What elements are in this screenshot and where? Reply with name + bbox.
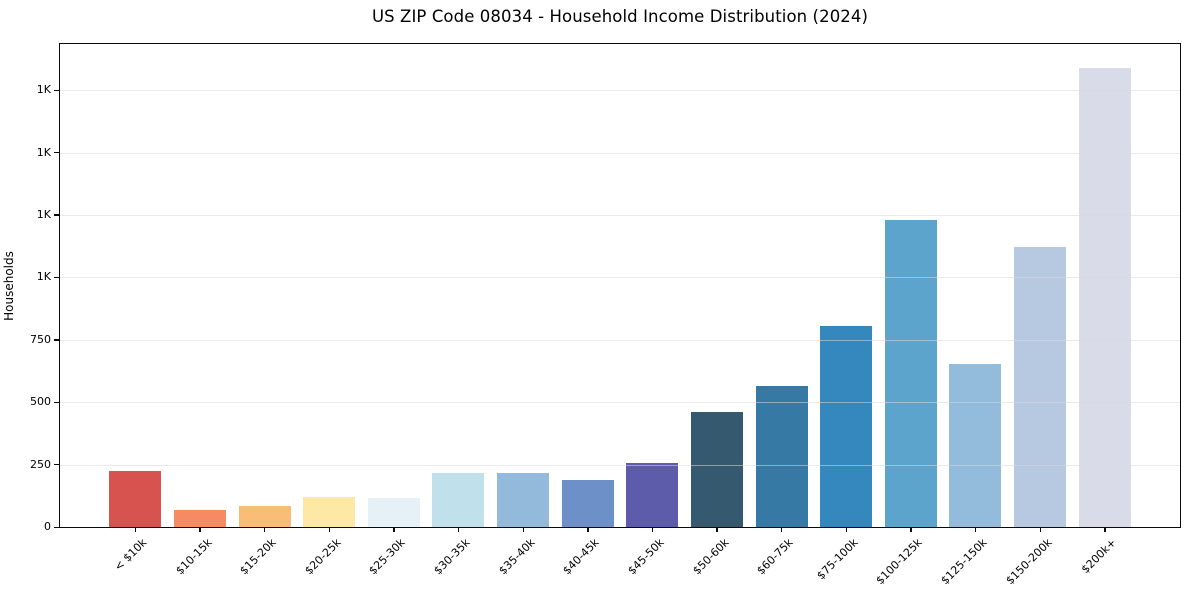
- x-tick-label: $35-40k: [495, 536, 538, 578]
- x-tick-mark: [199, 527, 201, 532]
- x-tick-label: $60-75k: [754, 536, 796, 578]
- x-tick-label: $30-35k: [431, 536, 473, 578]
- bar-13: [884, 219, 937, 527]
- x-tick-label: $10-15k: [172, 536, 215, 578]
- y-tick-label: 250: [30, 457, 51, 471]
- bar-6: [432, 473, 485, 527]
- x-tick-mark: [264, 527, 266, 532]
- y-tick-label: 1K: [36, 83, 51, 97]
- bar-15: [1014, 247, 1067, 527]
- x-tick-mark: [974, 527, 977, 532]
- y-tick-label: 500: [30, 395, 51, 409]
- x-tick-label: $100-125k: [873, 536, 926, 588]
- y-tick-label: 750: [30, 332, 51, 346]
- x-tick-mark: [651, 527, 654, 532]
- y-tick-mark: [54, 214, 59, 216]
- gridline-1250: [60, 214, 1180, 216]
- x-tick-label: $125-150k: [938, 536, 990, 588]
- y-tick-label: 1K: [36, 207, 51, 221]
- y-axis-label: Households: [2, 251, 16, 321]
- x-tick-label: $200k+: [1078, 536, 1119, 577]
- x-tick-mark: [781, 527, 783, 532]
- x-tick-label: $150-200k: [1003, 536, 1055, 588]
- gridline-1000: [60, 277, 1180, 279]
- x-tick-mark: [716, 527, 718, 532]
- x-tick-mark: [845, 527, 848, 532]
- x-tick-mark: [393, 527, 395, 532]
- x-tick-label: $75-100k: [814, 536, 861, 583]
- bar-4: [303, 497, 356, 527]
- bar-10: [690, 412, 743, 527]
- gridline-1750: [60, 90, 1180, 92]
- gridline-500: [60, 402, 1180, 404]
- x-tick-label: $50-60k: [689, 536, 732, 578]
- y-tick-mark: [54, 526, 59, 528]
- plot-area: [60, 44, 1180, 527]
- chart-title: US ZIP Code 08034 - Household Income Dis…: [371, 7, 869, 26]
- x-tick-mark: [134, 527, 137, 532]
- x-tick-mark: [1104, 527, 1106, 532]
- bar-8: [561, 479, 614, 527]
- x-tick-mark: [1039, 527, 1041, 532]
- y-tick-mark: [54, 339, 59, 341]
- y-tick-mark: [54, 464, 59, 466]
- bar-11: [755, 385, 808, 527]
- y-tick-mark: [54, 152, 59, 154]
- gridline-750: [60, 339, 1180, 341]
- x-tick-label: $25-30k: [366, 536, 409, 578]
- y-tick-label: 1K: [36, 145, 51, 159]
- y-tick-mark: [54, 276, 59, 279]
- bar-2: [173, 510, 226, 527]
- x-tick-label: < $10k: [111, 536, 150, 574]
- x-tick-label: $45-50k: [625, 536, 667, 578]
- bar-9: [626, 463, 679, 527]
- x-tick-mark: [522, 527, 524, 532]
- bar-5: [367, 498, 420, 527]
- gridline-250: [60, 464, 1180, 466]
- x-tick-label: $20-25k: [302, 536, 344, 578]
- y-tick-mark: [54, 89, 59, 92]
- y-tick-label: 0: [44, 520, 51, 533]
- x-tick-label: $15-20k: [237, 536, 279, 578]
- bar-7: [497, 473, 550, 527]
- bar-12: [820, 326, 873, 527]
- x-tick-label: $40-45k: [560, 536, 602, 578]
- bar-14: [949, 363, 1002, 527]
- bar-16: [1078, 67, 1131, 527]
- y-tick-label: 1K: [36, 270, 51, 284]
- y-tick-mark: [54, 401, 59, 404]
- gridline-1500: [60, 152, 1180, 154]
- x-tick-mark: [587, 527, 589, 532]
- bar-1: [109, 470, 162, 527]
- x-tick-mark: [328, 527, 331, 532]
- x-tick-mark: [457, 527, 460, 532]
- x-tick-mark: [910, 527, 912, 532]
- bar-3: [238, 505, 291, 527]
